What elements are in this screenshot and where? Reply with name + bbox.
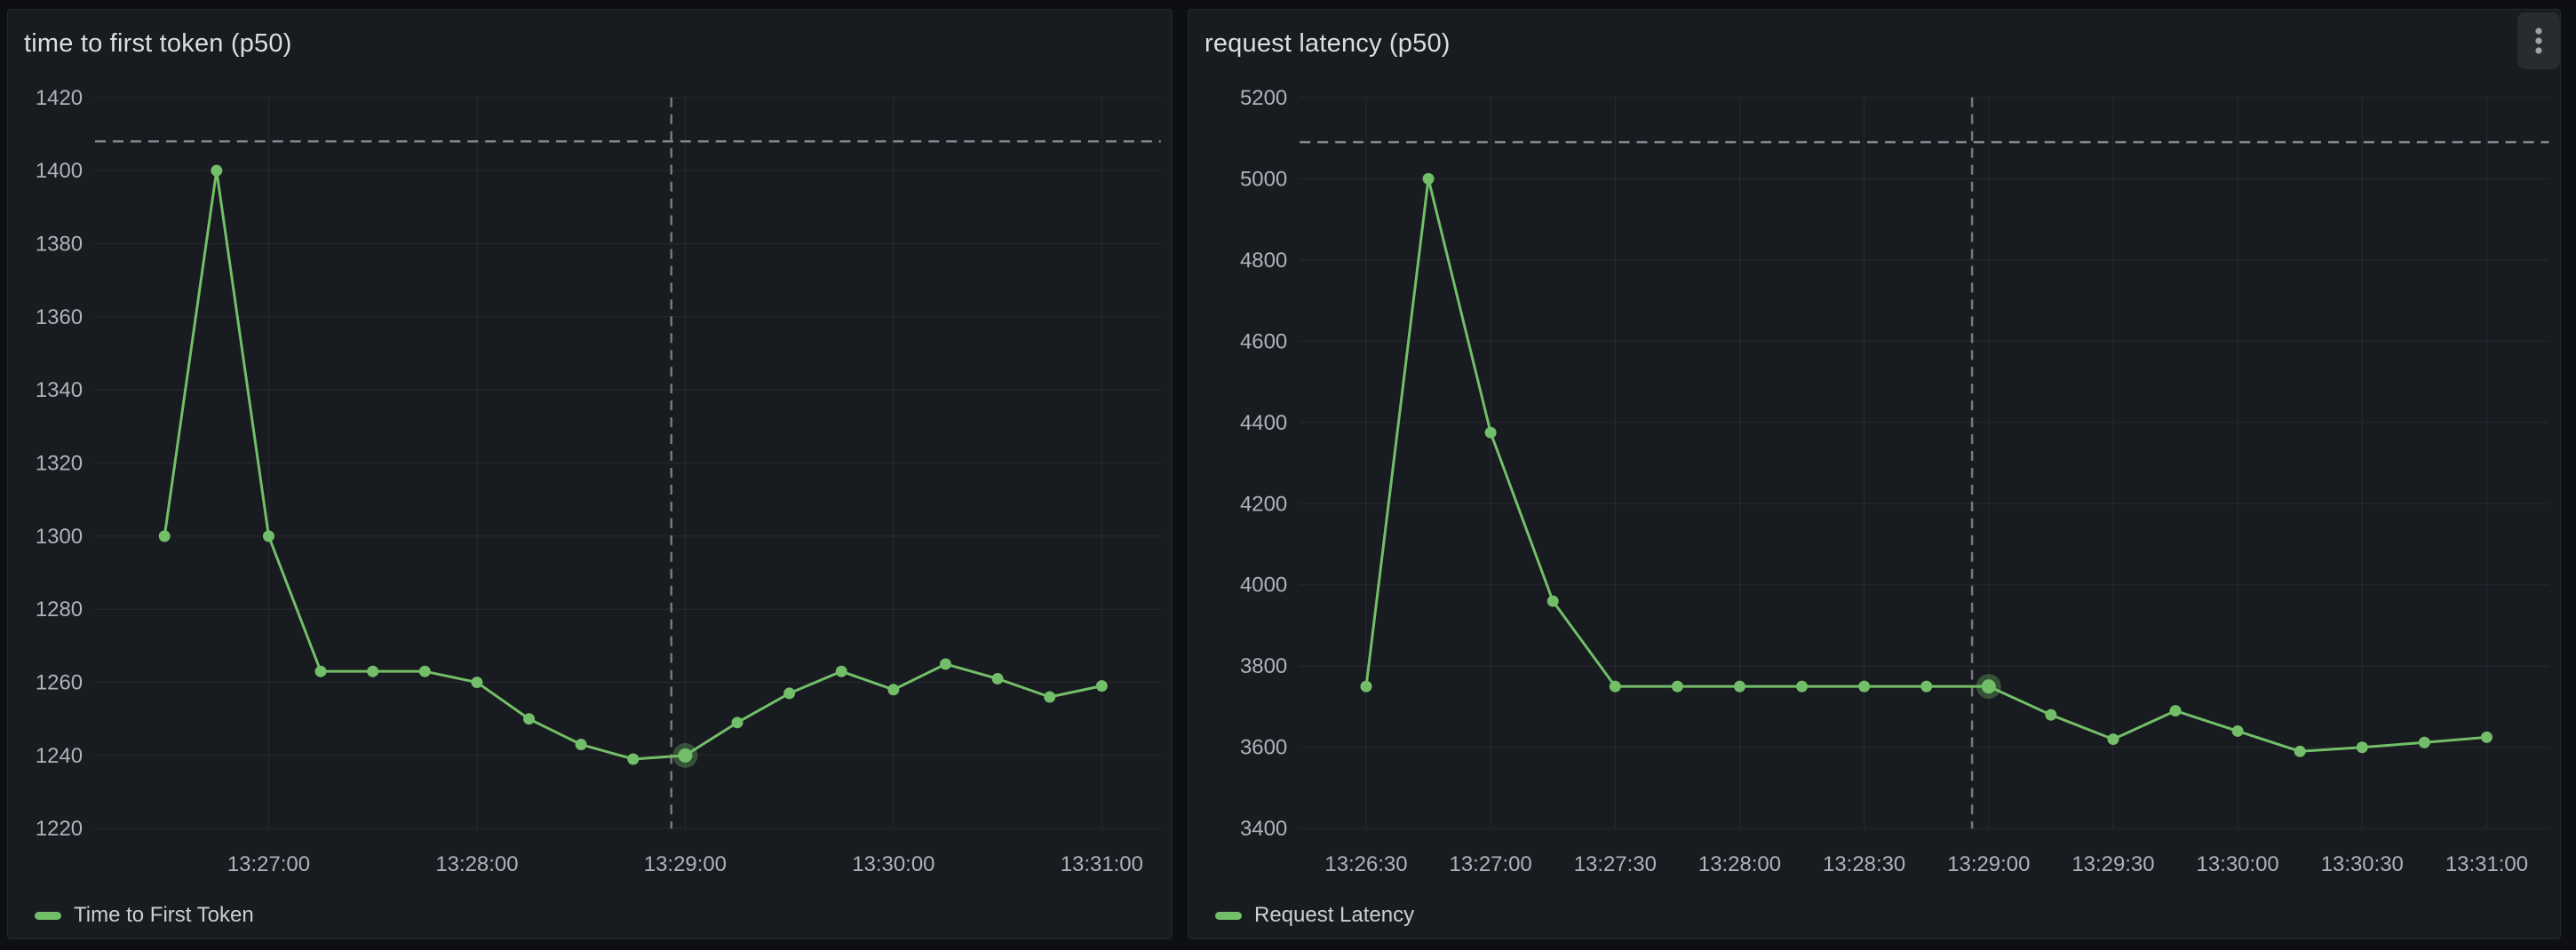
- data-point[interactable]: [2045, 709, 2057, 721]
- y-tick-label: 1300: [36, 525, 83, 549]
- y-tick-label: 1320: [36, 452, 83, 476]
- data-point[interactable]: [1360, 680, 1372, 693]
- highlighted-data-point[interactable]: [678, 748, 693, 763]
- y-tick-label: 5000: [1240, 167, 1287, 191]
- y-tick-label: 4200: [1240, 492, 1287, 516]
- x-tick-label: 13:30:30: [2321, 852, 2404, 876]
- data-point[interactable]: [1044, 691, 1056, 703]
- data-point[interactable]: [418, 665, 431, 677]
- x-tick-label: 13:29:00: [1947, 852, 2030, 876]
- y-tick-label: 1340: [36, 378, 83, 402]
- data-point[interactable]: [2169, 705, 2182, 717]
- data-point[interactable]: [835, 665, 847, 677]
- data-point[interactable]: [2107, 733, 2119, 746]
- data-point[interactable]: [991, 672, 1004, 685]
- x-tick-label: 13:27:00: [1450, 852, 1532, 876]
- data-point[interactable]: [939, 658, 951, 670]
- data-point[interactable]: [1858, 680, 1871, 693]
- data-point[interactable]: [1422, 172, 1435, 185]
- ttft-chart-plot: 1220 1240 1260 1280 1300 1320 1340 1360 1380 1400…: [36, 86, 1161, 876]
- data-point[interactable]: [627, 753, 640, 765]
- panel-menu-button[interactable]: [2517, 12, 2560, 69]
- legend-series-label[interactable]: Time to First Token: [74, 903, 254, 927]
- data-point[interactable]: [523, 713, 536, 725]
- x-tick-label: 13:29:30: [2071, 852, 2154, 876]
- data-point[interactable]: [2356, 741, 2368, 754]
- y-tick-label: 3600: [1240, 736, 1287, 760]
- y-tick-label: 1280: [36, 598, 83, 621]
- data-point[interactable]: [1546, 595, 1559, 607]
- x-tick-label: 13:31:00: [2445, 852, 2528, 876]
- data-point[interactable]: [2231, 724, 2244, 737]
- x-tick-label: 13:29:00: [644, 852, 727, 876]
- y-tick-label: 1240: [36, 744, 83, 768]
- data-point[interactable]: [1733, 680, 1745, 693]
- data-point[interactable]: [1095, 680, 1108, 693]
- latency-chart-plot: 3400 3600 3800 4000 4200 4400 4600 4800 5000 5200…: [1240, 86, 2549, 876]
- y-tick-label: 3400: [1240, 817, 1287, 841]
- x-tick-label: 13:28:00: [435, 852, 518, 876]
- y-tick-label: 1260: [36, 671, 83, 695]
- data-point[interactable]: [2418, 736, 2430, 748]
- y-tick-label: 4800: [1240, 249, 1287, 273]
- highlighted-data-point[interactable]: [1981, 679, 1996, 694]
- data-point[interactable]: [2480, 731, 2493, 743]
- y-tick-label: 1360: [36, 305, 83, 329]
- data-point[interactable]: [1609, 680, 1621, 693]
- data-point[interactable]: [783, 687, 796, 700]
- y-tick-label: 1400: [36, 159, 83, 183]
- x-tick-label: 13:27:00: [227, 852, 310, 876]
- y-tick-label: 1380: [36, 232, 83, 256]
- x-tick-label: 13:31:00: [1061, 852, 1143, 876]
- y-tick-label: 4600: [1240, 329, 1287, 353]
- y-tick-label: 1420: [36, 86, 83, 110]
- panel-title[interactable]: time to first token (p50): [24, 29, 292, 58]
- data-point[interactable]: [1671, 680, 1683, 693]
- data-point[interactable]: [1484, 426, 1497, 439]
- data-point[interactable]: [367, 665, 379, 677]
- data-point[interactable]: [1796, 680, 1809, 693]
- data-point[interactable]: [211, 164, 223, 177]
- y-tick-label: 3800: [1240, 654, 1287, 678]
- y-tick-label: 1220: [36, 817, 83, 841]
- panel-title[interactable]: request latency (p50): [1205, 29, 1451, 58]
- data-point[interactable]: [1920, 680, 1933, 693]
- data-point[interactable]: [314, 665, 327, 677]
- x-tick-label: 13:28:00: [1698, 852, 1781, 876]
- plot-area[interactable]: [1300, 98, 2548, 828]
- x-tick-label: 13:27:30: [1574, 852, 1657, 876]
- data-point[interactable]: [262, 530, 274, 542]
- legend[interactable]: Time to First Token: [35, 903, 254, 928]
- data-point[interactable]: [2294, 745, 2306, 757]
- data-point[interactable]: [887, 684, 900, 696]
- legend[interactable]: Request Latency: [1215, 903, 1414, 928]
- legend-series-label[interactable]: Request Latency: [1254, 903, 1415, 927]
- data-point[interactable]: [158, 530, 171, 542]
- panel-time-to-first-token: time to first token (p50) 1220 1240 1260 12…: [7, 9, 1173, 939]
- panel-request-latency: request latency (p50) 3400 3600 3800 4000 42…: [1188, 9, 2561, 939]
- legend-series-swatch: [35, 911, 61, 920]
- y-tick-label: 5200: [1240, 86, 1287, 110]
- y-tick-label: 4000: [1240, 574, 1287, 598]
- x-tick-label: 13:30:00: [2197, 852, 2279, 876]
- legend-series-swatch: [1215, 911, 1242, 920]
- kebab-vertical-icon: [2535, 28, 2542, 54]
- x-tick-label: 13:30:00: [852, 852, 934, 876]
- x-tick-label: 13:26:30: [1324, 852, 1407, 876]
- data-point[interactable]: [731, 716, 743, 729]
- y-tick-label: 4400: [1240, 411, 1287, 435]
- x-tick-label: 13:28:30: [1823, 852, 1905, 876]
- data-point[interactable]: [575, 739, 587, 751]
- data-point[interactable]: [471, 677, 483, 689]
